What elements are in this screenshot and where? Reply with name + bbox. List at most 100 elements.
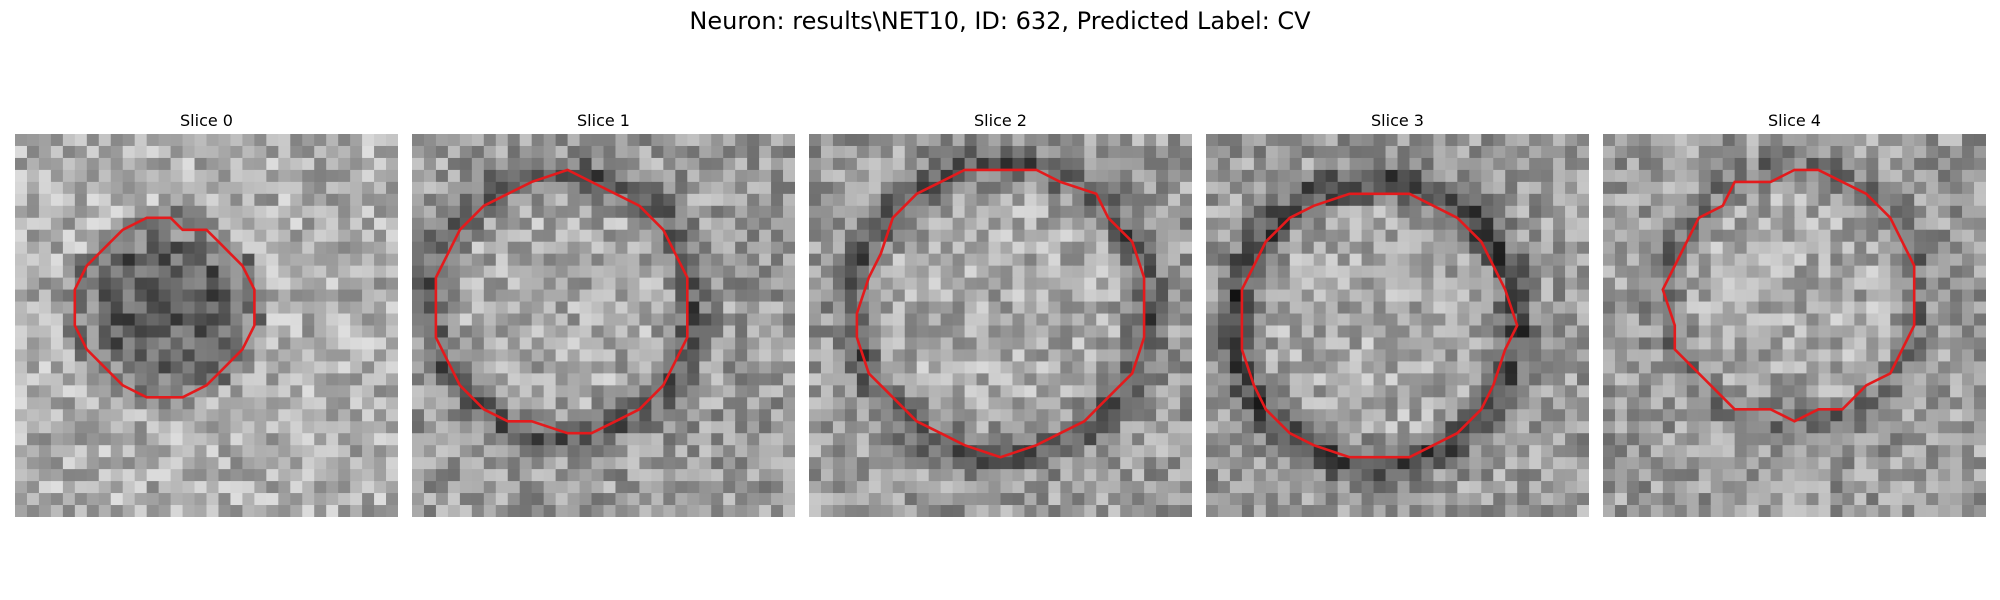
pixel — [1651, 182, 1664, 195]
pixel — [604, 337, 617, 350]
pixel — [230, 433, 243, 446]
pixel — [338, 457, 351, 470]
pixel — [1278, 194, 1291, 207]
pixel — [520, 481, 533, 494]
pixel — [1723, 361, 1736, 374]
pixel — [1290, 254, 1303, 267]
pixel — [869, 230, 882, 243]
pixel — [735, 206, 748, 219]
pixel — [520, 409, 533, 422]
pixel — [254, 349, 267, 362]
pixel — [1541, 421, 1554, 434]
pixel — [1529, 397, 1542, 410]
pixel — [159, 505, 172, 517]
pixel — [1687, 326, 1700, 339]
pixel — [135, 349, 148, 362]
pixel — [1421, 457, 1434, 470]
pixel — [1974, 361, 1986, 374]
pixel — [1290, 385, 1303, 398]
pixel — [1036, 254, 1049, 267]
pixel — [1890, 182, 1903, 195]
pixel — [314, 206, 327, 219]
pixel — [1830, 326, 1843, 339]
pixel — [1950, 134, 1963, 147]
pixel — [1830, 230, 1843, 243]
pixel — [1565, 206, 1578, 219]
pixel — [338, 481, 351, 494]
pixel — [1699, 254, 1712, 267]
pixel — [711, 218, 724, 231]
pixel — [1529, 218, 1542, 231]
pixel — [374, 493, 387, 506]
pixel — [350, 242, 363, 255]
pixel — [1806, 397, 1819, 410]
pixel — [663, 469, 676, 482]
pixel — [1878, 146, 1891, 159]
pixel — [675, 230, 688, 243]
pixel — [99, 349, 112, 362]
pixel — [917, 206, 930, 219]
pixel — [953, 505, 966, 517]
pixel — [424, 493, 437, 506]
pixel — [1156, 409, 1169, 422]
pixel — [771, 326, 784, 339]
pixel — [771, 194, 784, 207]
pixel — [989, 457, 1002, 470]
pixel — [977, 337, 990, 350]
pixel — [448, 170, 461, 183]
pixel — [278, 326, 291, 339]
pixel — [230, 445, 243, 458]
pixel — [1469, 445, 1482, 458]
pixel — [1914, 397, 1927, 410]
pixel — [386, 337, 398, 350]
pixel — [1541, 337, 1554, 350]
pixel — [1699, 314, 1712, 327]
pixel — [1529, 158, 1542, 171]
pixel — [1771, 337, 1784, 350]
pixel — [663, 433, 676, 446]
pixel — [135, 505, 148, 517]
pixel — [1302, 421, 1315, 434]
pixel — [1144, 481, 1157, 494]
pixel — [783, 302, 795, 315]
pixel — [1132, 385, 1145, 398]
pixel — [1950, 314, 1963, 327]
pixel — [1036, 505, 1049, 517]
pixel — [783, 337, 795, 350]
pixel — [1711, 433, 1724, 446]
pixel — [508, 194, 521, 207]
pixel — [1242, 134, 1255, 147]
pixel — [1338, 361, 1351, 374]
pixel — [338, 445, 351, 458]
pixel — [51, 469, 64, 482]
pixel — [374, 505, 387, 517]
pixel — [1842, 266, 1855, 279]
pixel — [1266, 445, 1279, 458]
pixel — [171, 373, 184, 386]
pixel — [484, 505, 497, 517]
pixel — [314, 421, 327, 434]
pixel — [1565, 457, 1578, 470]
pixel — [27, 469, 40, 482]
pixel — [723, 170, 736, 183]
pixel — [604, 218, 617, 231]
pixel — [1974, 445, 1986, 458]
pixel — [1350, 421, 1363, 434]
pixel — [1565, 194, 1578, 207]
pixel — [845, 302, 858, 315]
pixel — [1577, 290, 1589, 303]
pixel — [1914, 254, 1927, 267]
pixel — [1529, 194, 1542, 207]
pixel — [568, 433, 581, 446]
pixel — [627, 457, 640, 470]
pixel — [147, 290, 160, 303]
pixel — [651, 134, 664, 147]
pixel — [159, 254, 172, 267]
pixel — [917, 170, 930, 183]
pixel — [1639, 302, 1652, 315]
pixel — [1433, 170, 1446, 183]
pixel — [508, 361, 521, 374]
pixel — [1242, 158, 1255, 171]
pixel — [1962, 361, 1975, 374]
pixel — [218, 505, 231, 517]
